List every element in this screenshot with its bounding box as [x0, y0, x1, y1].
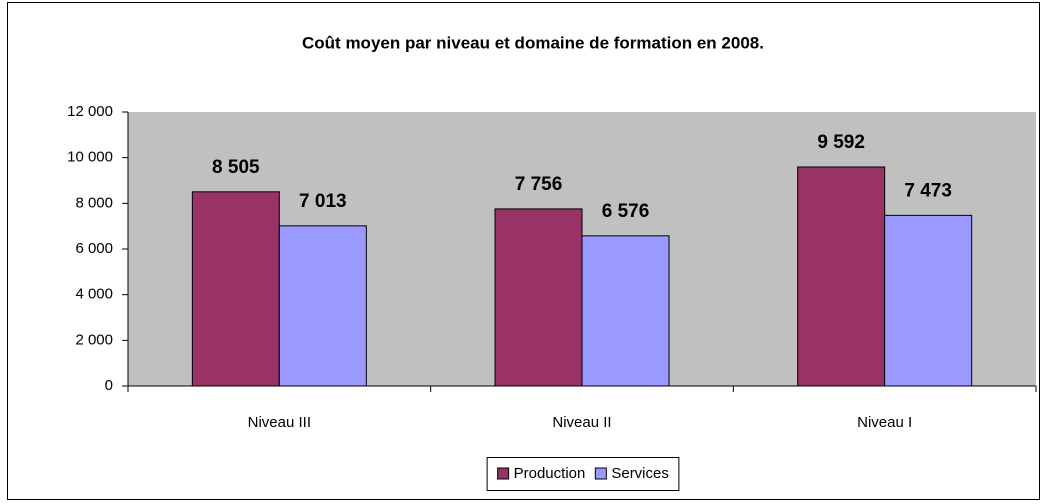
y-tick-label: 8 000 [75, 194, 113, 211]
data-label: 7 473 [904, 180, 952, 201]
y-tick-label: 6 000 [75, 240, 113, 257]
bar [278, 225, 367, 387]
bar [494, 208, 583, 387]
legend-label: Production [514, 465, 586, 482]
chart-title: Coût moyen par niveau et domaine de form… [302, 33, 764, 52]
data-label: 7 756 [515, 174, 563, 195]
y-tick-label: 2 000 [75, 331, 113, 348]
legend [486, 457, 680, 491]
y-tick-label: 10 000 [67, 149, 113, 166]
x-tick-label: Niveau I [857, 414, 912, 431]
data-label: 9 592 [817, 132, 865, 153]
legend-swatch [594, 467, 607, 480]
bar [191, 191, 280, 387]
bar [797, 166, 886, 387]
bar [884, 214, 973, 387]
legend-label: Services [611, 465, 669, 482]
bar [581, 235, 670, 387]
y-tick-label: 0 [105, 377, 113, 394]
y-tick-label: 4 000 [75, 286, 113, 303]
x-tick-label: Niveau III [248, 414, 311, 431]
x-tick-label: Niveau II [552, 414, 611, 431]
y-tick-label: 12 000 [67, 103, 113, 120]
data-label: 7 013 [299, 191, 347, 212]
data-label: 8 505 [212, 157, 260, 178]
legend-swatch [497, 467, 510, 480]
data-label: 6 576 [602, 201, 650, 222]
